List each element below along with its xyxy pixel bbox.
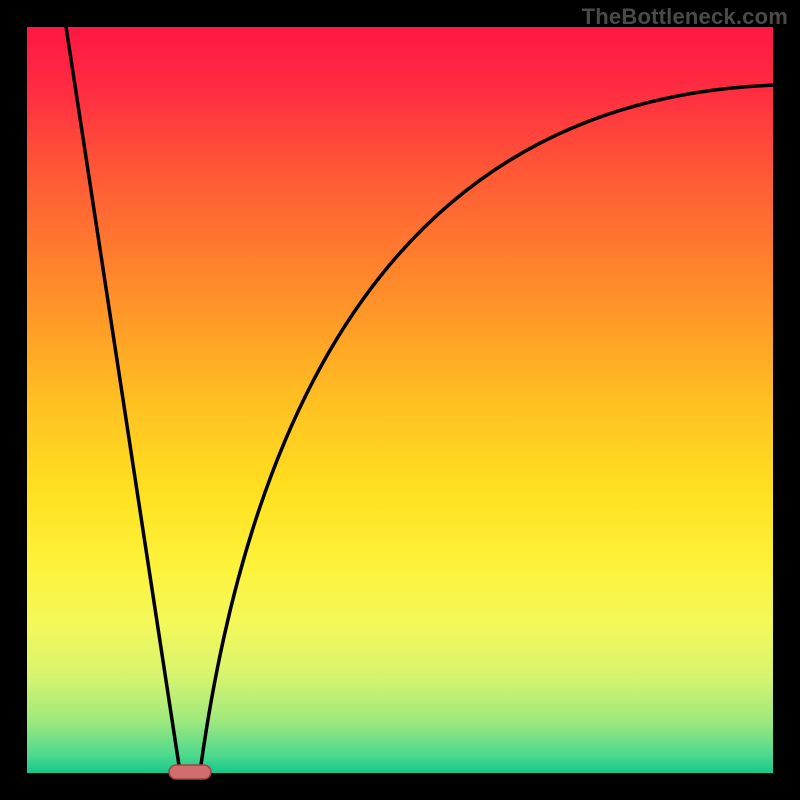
watermark-text: TheBottleneck.com <box>582 4 788 30</box>
bottleneck-chart <box>0 0 800 800</box>
optimal-marker <box>169 765 211 779</box>
chart-frame <box>0 0 800 800</box>
gradient-plot-area <box>27 27 773 773</box>
